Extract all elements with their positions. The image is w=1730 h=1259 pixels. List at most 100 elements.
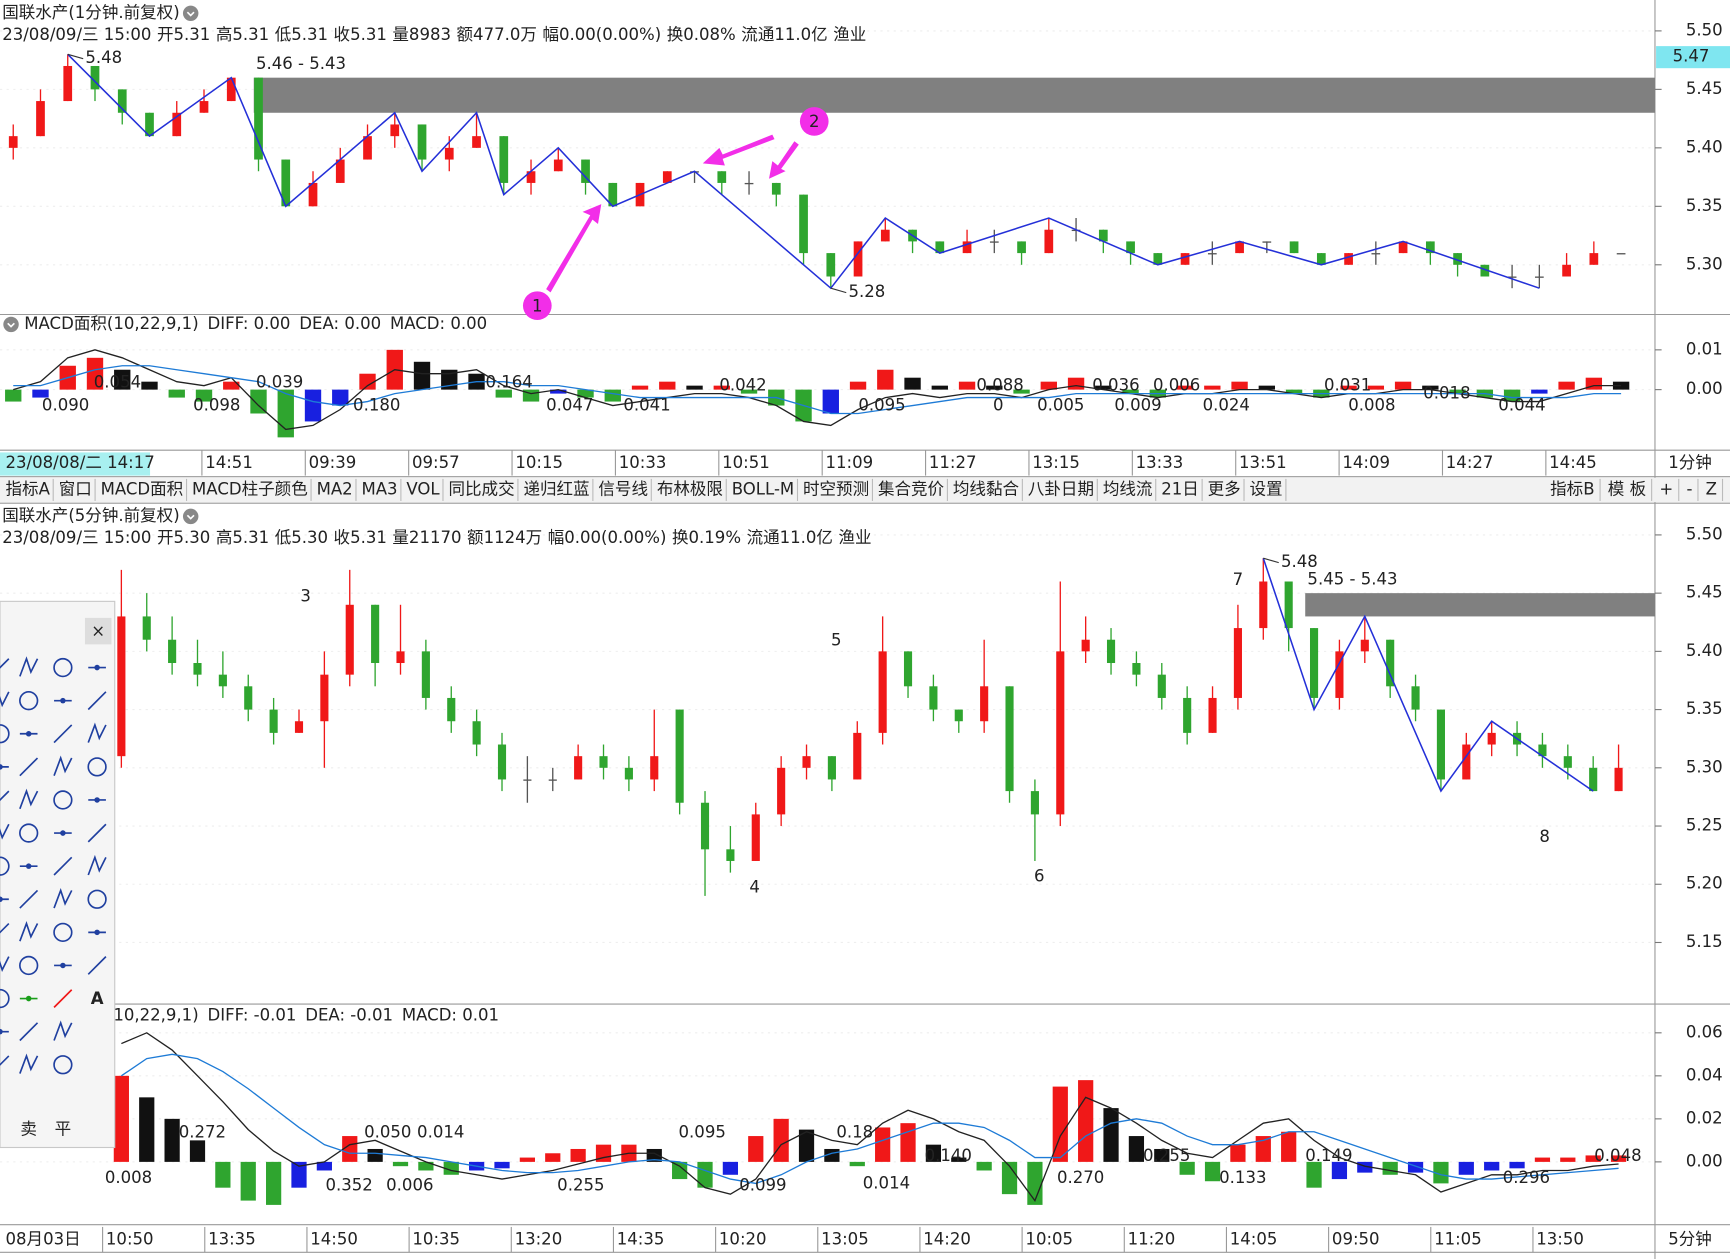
tool-icon[interactable] [19,691,39,711]
candle-body [1425,241,1435,254]
toolbar-item[interactable]: MACD面积 [101,479,184,498]
candle-body [269,709,278,733]
tool-icon[interactable] [0,823,10,842]
area-label-neg: 0.133 [1219,1168,1266,1187]
high-pointer [1263,557,1279,564]
toolbar-item[interactable]: 集合竞价 [878,479,945,498]
toolbar-item[interactable]: 指标A [6,479,51,498]
tool-icon[interactable] [19,823,39,843]
tool-icon[interactable] [0,1055,10,1074]
tool-icon[interactable] [19,757,39,777]
toolbar-item[interactable]: 均线黏合 [953,479,1019,498]
y-tick-label: 5.20 [1686,874,1723,893]
tool-icon[interactable] [0,764,9,770]
tool-icon[interactable] [0,724,10,744]
tool-icon[interactable] [53,887,73,909]
period-label: 5分钟 [1668,1230,1712,1249]
tool-icon[interactable] [0,856,10,876]
macd-bar [1531,389,1548,394]
toolbar-item[interactable]: 更多 [1208,479,1241,498]
tool-icon[interactable] [19,863,38,869]
tool-icon[interactable] [88,797,106,803]
tool-icon[interactable] [19,656,39,677]
candle-body [168,639,177,664]
tool-icon[interactable] [19,1022,39,1042]
macd-bar [1422,385,1439,390]
tool-icon[interactable] [53,1020,73,1041]
toolbar-item[interactable]: 模 板 [1608,479,1646,498]
macd-bar [1204,385,1221,390]
tool-icon[interactable] [54,830,72,836]
tool-icon[interactable] [87,722,107,743]
tool-icon[interactable] [87,757,107,777]
macd-bar [1001,1161,1018,1195]
tool-icon[interactable] [19,1053,39,1074]
macd-bar [367,1148,383,1162]
tool-icon[interactable] [53,657,73,678]
toolbar-item[interactable]: 布林极限 [657,479,723,498]
toolbar-item[interactable]: BOLL-M [732,479,794,498]
tool-icon[interactable] [87,691,107,711]
tool-icon[interactable] [53,856,73,876]
tool-icon[interactable] [54,697,72,704]
tool-icon[interactable] [53,790,73,810]
tool-icon[interactable] [0,896,9,903]
last-price-tag [1656,46,1730,69]
tool-icon[interactable] [87,854,107,876]
toolbar-item[interactable]: MACD柱子颜色 [192,479,308,498]
tool-glyph [0,1028,3,1035]
toolbar-item[interactable]: 信号线 [598,479,648,498]
toolbar-item[interactable]: 窗口 [59,479,92,498]
tool-glyph [87,956,107,975]
tool-glyph [25,863,32,869]
tool-icon[interactable] [19,921,39,942]
tool-icon[interactable] [54,962,72,969]
tool-icon[interactable] [0,691,10,710]
tool-icon[interactable] [19,889,39,909]
toolbar-item[interactable]: 同比成交 [448,479,514,498]
toolbar-item[interactable]: MA2 [317,479,353,498]
tool-icon[interactable] [19,995,38,1002]
tool-icon[interactable] [0,1028,9,1035]
area-label-neg: 0.090 [42,396,89,415]
tool-icon[interactable] [19,731,38,737]
area-label-neg: 0.098 [193,396,240,415]
tool-icon[interactable] [88,929,106,936]
tool-icon[interactable] [0,922,10,942]
tool-icon[interactable] [0,790,10,809]
toolbar-item[interactable]: Z [1706,479,1717,498]
marker-arrow [769,141,799,179]
tool-icon[interactable] [87,956,107,975]
toolbar-item[interactable]: 递归红蓝 [523,479,589,498]
toolbox-close[interactable] [84,617,112,645]
tool-icon[interactable] [87,889,107,909]
tool-icon[interactable] [53,922,73,943]
tool-icon[interactable] [0,658,10,677]
tool-icon[interactable] [53,724,73,744]
marker-label: 1 [532,296,543,315]
toolbar-item[interactable]: + [1659,479,1673,498]
tool-icon[interactable] [0,956,10,975]
toolbar-item[interactable]: VOL [406,479,440,498]
toolbar-item[interactable]: 设置 [1250,479,1283,498]
tool-icon[interactable] [53,989,73,1008]
tool-icon[interactable] [19,788,39,810]
tool-icon[interactable] [53,1055,73,1075]
tool-icon[interactable] [53,755,73,776]
range-box-label: 5.46 - 5.43 [256,54,346,73]
toolbar-item[interactable]: - [1686,479,1692,498]
candle-body [880,229,890,242]
toolbar-item[interactable]: 21日 [1161,479,1199,498]
tool-glyph [19,1053,39,1074]
tool-glyph [53,989,73,1008]
toolbar-item[interactable]: 八卦日期 [1028,479,1094,498]
toolbar-item[interactable]: 均线流 [1103,479,1153,498]
tool-icon[interactable] [0,988,10,1009]
tool-icon[interactable] [88,664,106,671]
toolbar-item[interactable]: 时空预测 [803,479,869,498]
tool-icon[interactable] [19,955,39,976]
toolbar-item[interactable]: MA3 [361,479,397,498]
toolbar-item[interactable]: 指标B [1550,479,1594,498]
tool-icon[interactable] [87,823,107,843]
macd-bar [519,1157,535,1162]
